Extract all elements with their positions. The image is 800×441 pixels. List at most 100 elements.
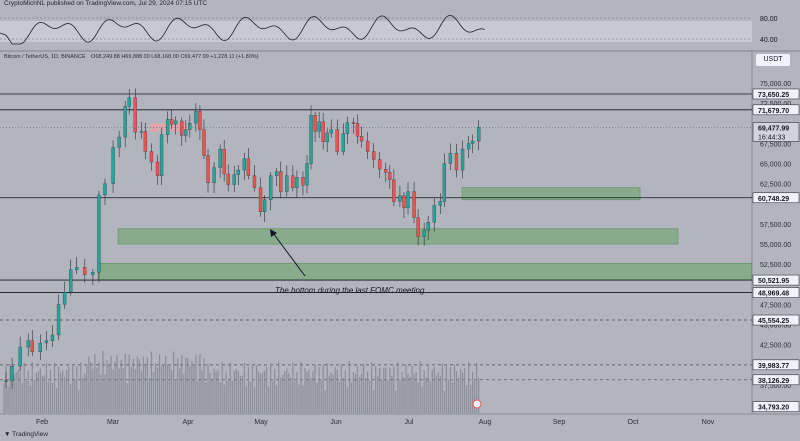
x-tick-label: Nov xyxy=(702,419,715,426)
volume-bar xyxy=(296,371,298,413)
candle-body xyxy=(422,230,426,237)
volume-bar xyxy=(53,362,56,413)
volume-bar xyxy=(167,364,169,413)
volume-bar xyxy=(288,373,290,413)
candle-body xyxy=(372,151,376,160)
candle-body xyxy=(212,167,216,184)
candle-body xyxy=(83,267,87,275)
candle-body xyxy=(438,201,442,206)
candle-body xyxy=(127,97,131,107)
volume-bar xyxy=(35,372,37,413)
volume-bar xyxy=(383,367,385,413)
volume-bar xyxy=(142,356,144,413)
candle-body xyxy=(384,169,388,173)
volume-bar xyxy=(160,366,163,413)
volume-bar xyxy=(427,364,429,413)
candle-body xyxy=(442,163,447,202)
volume-bar xyxy=(433,366,435,413)
volume-bar xyxy=(219,382,221,413)
volume-bar xyxy=(152,372,155,413)
volume-bar xyxy=(389,367,391,413)
volume-bar xyxy=(144,364,146,413)
volume-bar xyxy=(268,386,270,413)
candle-body xyxy=(155,161,160,176)
candle-body xyxy=(398,195,402,202)
level-tag-label: 38,126.29 xyxy=(758,378,789,385)
volume-bar xyxy=(70,383,72,413)
y-tick-label: 55,000.00 xyxy=(760,242,791,249)
volume-bar xyxy=(282,374,284,413)
volume-bar xyxy=(413,374,415,413)
candle-body xyxy=(329,129,333,134)
candle-body xyxy=(180,120,184,136)
candle-body xyxy=(117,136,121,148)
volume-bar xyxy=(316,383,318,413)
candle-body xyxy=(313,115,317,132)
volume-bar xyxy=(21,383,23,413)
volume-bar xyxy=(100,374,102,413)
candle-body xyxy=(133,97,137,133)
ohlc-values: O68,249.88 H69,888.00 L68,168.00 C69,477… xyxy=(91,54,259,60)
volume-bar xyxy=(181,355,183,413)
volume-bar xyxy=(304,368,306,413)
candle-body xyxy=(170,119,174,125)
volume-bar xyxy=(51,383,54,413)
candle-body xyxy=(56,304,61,336)
candle-body xyxy=(295,177,299,188)
x-tick-label: Mar xyxy=(107,419,120,426)
currency-label[interactable]: USDT xyxy=(756,54,790,66)
volume-bar xyxy=(290,377,292,413)
level-tag xyxy=(752,192,800,204)
volume-bar xyxy=(375,366,377,413)
candle-body xyxy=(226,173,230,185)
volume-bar xyxy=(136,356,138,413)
candle-body xyxy=(91,272,95,275)
volume-bar xyxy=(407,373,409,413)
volume-bar xyxy=(227,380,229,413)
volume-bar xyxy=(369,380,371,413)
support-zone xyxy=(97,263,753,281)
volume-bar xyxy=(276,385,278,413)
candle-body xyxy=(159,134,164,176)
volume-bar xyxy=(338,381,340,413)
volume-bar xyxy=(453,364,456,413)
level-tag xyxy=(752,88,800,100)
volume-bar xyxy=(66,369,68,413)
candle-body xyxy=(50,334,55,341)
volume-bar xyxy=(439,375,441,413)
volume-bar xyxy=(336,369,338,413)
volume-bar xyxy=(55,388,58,413)
volume-bar xyxy=(461,372,464,413)
y-tick-label: 57,500.00 xyxy=(760,222,791,229)
volume-bar xyxy=(441,363,443,413)
candle-body xyxy=(218,148,222,168)
volume-bar xyxy=(5,365,7,413)
candle-body xyxy=(426,222,430,231)
volume-bar xyxy=(11,373,13,413)
volume-bar xyxy=(7,386,9,413)
volume-bar xyxy=(13,374,15,413)
volume-bar xyxy=(162,364,165,413)
volume-bar xyxy=(312,371,314,413)
x-tick-label: Apr xyxy=(183,419,195,426)
candle-body xyxy=(321,121,325,143)
volume-bar xyxy=(247,367,250,413)
volume-bar xyxy=(33,379,35,413)
volume-bar xyxy=(106,359,108,413)
candle-body xyxy=(165,119,170,135)
volume-bar xyxy=(249,381,252,413)
volume-bar xyxy=(165,356,167,413)
volume-bar xyxy=(217,370,219,413)
volume-bar xyxy=(235,368,237,413)
candle-body xyxy=(174,120,178,125)
y-tick-label: 37,500.00 xyxy=(760,383,791,390)
volume-bar xyxy=(257,371,260,413)
x-tick-label: Aug xyxy=(479,419,492,426)
candle-body xyxy=(325,132,329,143)
volume-bar xyxy=(263,370,266,413)
volume-bar xyxy=(156,367,159,413)
volume-bar xyxy=(255,365,258,413)
volume-bar xyxy=(31,361,33,413)
candle-body xyxy=(123,106,127,138)
